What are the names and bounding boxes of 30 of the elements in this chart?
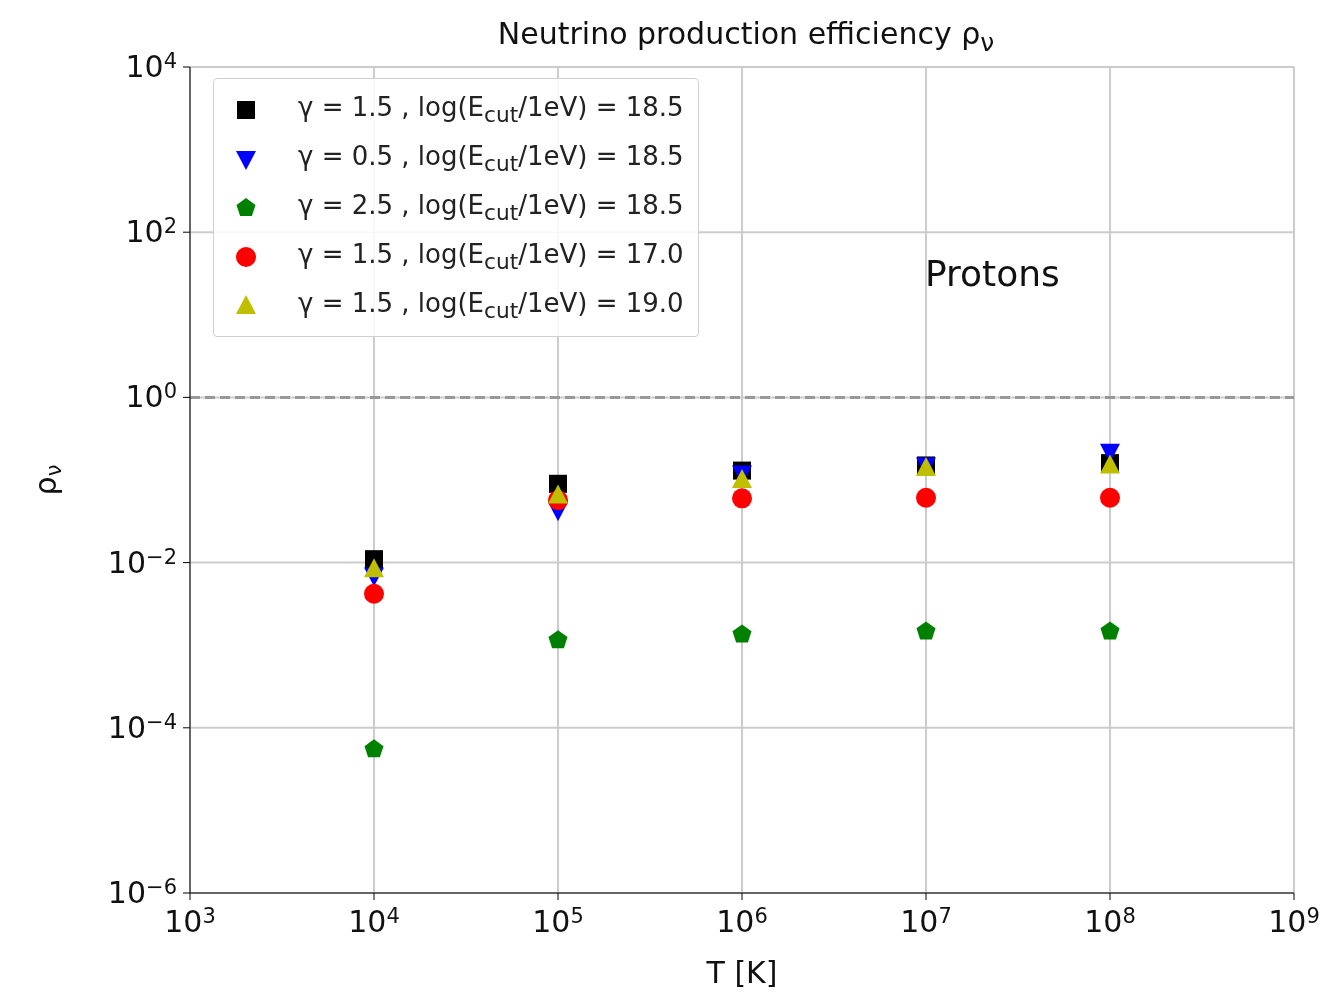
x-axis-title: T [K] (705, 955, 778, 990)
point (1100, 487, 1120, 508)
y-tick-label: 10$^{4}$ (125, 48, 177, 84)
x-tick-label: 10$^{9}$ (1268, 903, 1320, 939)
point (364, 739, 384, 758)
y-tick-label: 10$^{0}$ (125, 378, 177, 415)
point (1100, 621, 1120, 640)
legend-label: γ = 1.5 , log(E$_{cut}$/1eV) = 18.5 (298, 91, 684, 128)
annotation: Protons (925, 253, 1060, 294)
x-tick-label: 10$^{6}$ (716, 903, 768, 939)
point (364, 583, 384, 604)
point (548, 630, 568, 649)
y-tick-label: 10$^{2}$ (125, 213, 177, 250)
legend-label: γ = 1.5 , log(E$_{cut}$/1eV) = 19.0 (298, 287, 684, 324)
chart-title: Neutrino production efficiency ρ$_{ν}$ (496, 16, 996, 57)
legend-label: γ = 1.5 , log(E$_{cut}$/1eV) = 17.0 (298, 238, 684, 275)
point (364, 558, 384, 578)
y-tick-label: 10$^{−2}$ (107, 544, 177, 580)
x-tick-label: 10$^{5}$ (532, 903, 584, 939)
legend-label: γ = 2.5 , log(E$_{cut}$/1eV) = 18.5 (298, 189, 684, 226)
x-tick-label: 10$^{7}$ (900, 903, 952, 939)
y-tick-label: 10$^{−4}$ (107, 709, 177, 745)
point (916, 621, 936, 640)
point (916, 487, 936, 508)
legend-label: γ = 0.5 , log(E$_{cut}$/1eV) = 18.5 (298, 140, 684, 177)
point (732, 624, 752, 643)
point (732, 488, 752, 509)
x-tick-label: 10$^{8}$ (1084, 903, 1136, 939)
point (548, 484, 568, 504)
x-tick-label: 10$^{4}$ (348, 903, 400, 939)
